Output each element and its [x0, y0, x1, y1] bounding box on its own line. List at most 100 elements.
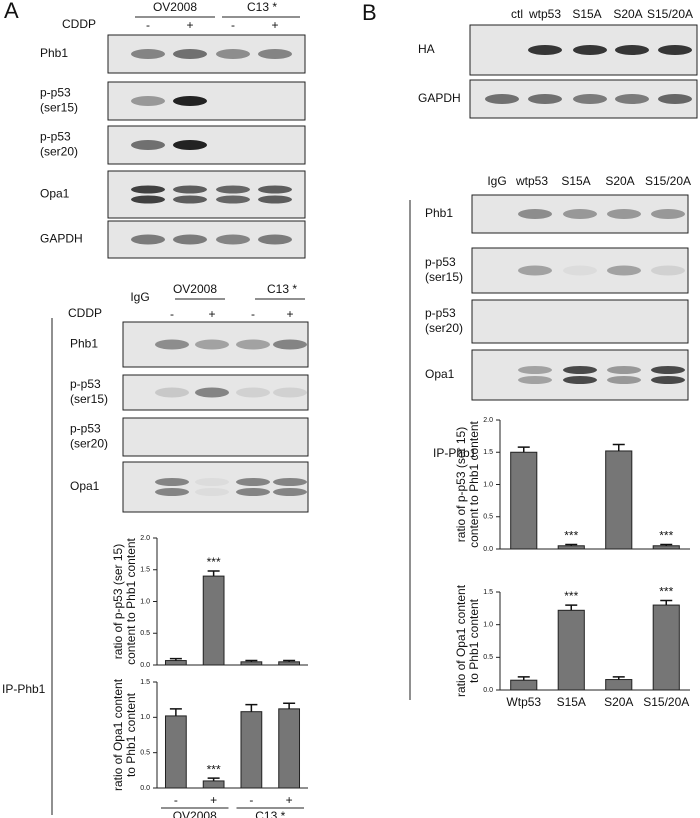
band [485, 94, 519, 104]
band [273, 387, 307, 398]
group-label: OV2008 [153, 0, 197, 14]
band [131, 234, 165, 245]
band [173, 140, 207, 150]
group-label: OV2008 [173, 809, 217, 818]
band [607, 265, 641, 276]
y-tick-label: 0.5 [140, 630, 150, 637]
y-axis-label: to Phb1 content [467, 598, 481, 683]
band [195, 387, 229, 398]
bar [240, 661, 263, 666]
bar [278, 708, 301, 789]
band [236, 387, 270, 398]
error-bar [565, 543, 578, 546]
bar [652, 545, 680, 550]
row-label: Phb1 [70, 337, 98, 351]
band [173, 195, 207, 204]
error-bar [612, 676, 625, 680]
band [518, 209, 552, 219]
bar [164, 660, 187, 666]
y-tick-label: 1.0 [140, 714, 150, 721]
band [258, 49, 292, 59]
blot [471, 194, 689, 234]
band [651, 209, 685, 219]
band [563, 209, 597, 219]
significance: *** [659, 585, 673, 599]
lane-label: S15A [572, 7, 601, 21]
error-bar [283, 659, 296, 662]
row-label: p-p53 [425, 255, 456, 269]
y-tick-label: 1.5 [483, 449, 493, 456]
y-axis-label: ratio of p-p53 (ser 15) [111, 544, 125, 659]
y-tick-label: 0.5 [140, 750, 150, 757]
y-axis-label: to Phb1 content [124, 692, 138, 777]
lane-label: - [170, 307, 174, 321]
y-tick-label: 2.0 [483, 417, 493, 424]
y-axis-label: content to Phb1 content [467, 420, 481, 547]
band [273, 478, 307, 486]
band [607, 376, 641, 384]
error-bar [169, 657, 182, 661]
error-bar [207, 777, 220, 781]
lane-label: S20A [605, 174, 634, 188]
row-label: (ser20) [40, 145, 78, 159]
x-tick-label: S15A [557, 695, 586, 709]
y-tick-label: 1.5 [140, 679, 150, 686]
y-axis-label: ratio of p-p53 (ser 15) [454, 427, 468, 542]
band [258, 185, 292, 194]
lane-label: ctl [511, 7, 523, 21]
error-bar [660, 543, 673, 546]
bar [605, 450, 633, 550]
blot [471, 299, 689, 344]
band [216, 49, 250, 59]
band [155, 387, 189, 398]
band [173, 185, 207, 194]
y-tick-label: 1.0 [140, 598, 150, 605]
y-tick-label: 0.0 [483, 687, 493, 694]
lane-label: + [208, 307, 215, 321]
bar [240, 711, 263, 789]
treatment: CDDP [62, 17, 96, 31]
row-label: GAPDH [40, 232, 83, 246]
band [258, 234, 292, 245]
band [131, 185, 165, 194]
y-axis-label: ratio of Opa1 content [454, 584, 468, 697]
band [195, 478, 229, 486]
band [658, 45, 692, 55]
band [131, 140, 165, 150]
lane-label: + [186, 18, 193, 32]
y-tick-label: 1.0 [483, 481, 493, 488]
ip-label: IP-Phb1 [2, 682, 46, 696]
band [195, 488, 229, 496]
lane-label: + [271, 18, 278, 32]
bar [557, 545, 585, 550]
band [155, 478, 189, 486]
lane-label: S15/20A [645, 174, 691, 188]
band [173, 49, 207, 59]
bar [557, 609, 585, 691]
band [131, 49, 165, 59]
band [155, 488, 189, 496]
band [236, 339, 270, 350]
band [236, 488, 270, 496]
x-tick-label: + [286, 793, 293, 807]
bar [510, 451, 538, 550]
row-label: p-p53 [40, 130, 71, 144]
group-label: C13 * [247, 0, 277, 14]
ip-label: IP-Phb1 [433, 446, 477, 460]
bar [202, 780, 225, 789]
error-bar [245, 703, 258, 712]
band [651, 265, 685, 276]
y-tick-label: 1.5 [483, 589, 493, 596]
band [573, 45, 607, 55]
row-label: p-p53 [70, 377, 101, 391]
x-tick-label: Wtp53 [506, 695, 541, 709]
group-label: OV2008 [173, 282, 217, 296]
band [216, 195, 250, 204]
error-bar [169, 708, 182, 716]
band [658, 94, 692, 104]
row-label: (ser20) [425, 321, 463, 335]
significance: *** [207, 555, 221, 569]
x-tick-label: - [174, 793, 178, 807]
band [273, 339, 307, 350]
